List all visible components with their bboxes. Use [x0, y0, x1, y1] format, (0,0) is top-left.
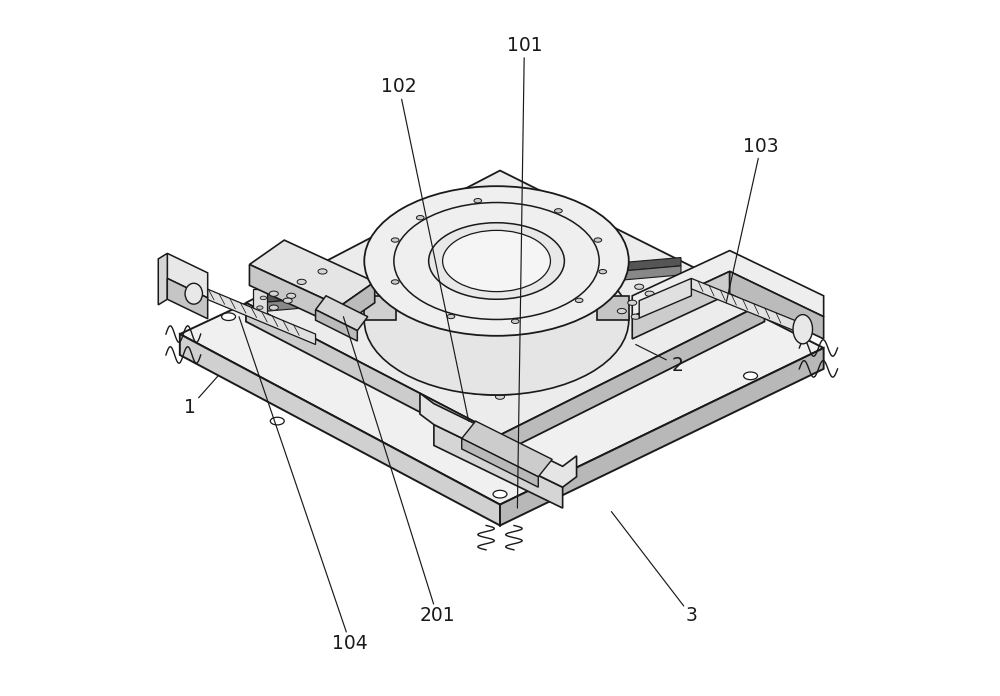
Polygon shape	[167, 253, 208, 298]
Ellipse shape	[416, 216, 424, 220]
Ellipse shape	[364, 187, 629, 336]
Text: 104: 104	[332, 634, 368, 654]
Polygon shape	[249, 240, 375, 306]
Polygon shape	[597, 296, 629, 320]
Ellipse shape	[744, 372, 758, 379]
Polygon shape	[316, 310, 357, 341]
Polygon shape	[246, 303, 500, 454]
Polygon shape	[180, 334, 500, 525]
Text: 3: 3	[685, 606, 697, 626]
Ellipse shape	[555, 209, 562, 213]
Ellipse shape	[297, 279, 306, 285]
Polygon shape	[462, 421, 552, 477]
Ellipse shape	[493, 490, 507, 498]
Polygon shape	[639, 278, 691, 318]
Ellipse shape	[793, 315, 813, 344]
Ellipse shape	[270, 418, 284, 425]
Polygon shape	[167, 278, 208, 319]
Ellipse shape	[269, 305, 278, 310]
Text: 103: 103	[743, 136, 779, 156]
Polygon shape	[253, 289, 267, 317]
Polygon shape	[632, 251, 824, 317]
Ellipse shape	[364, 246, 629, 395]
Ellipse shape	[260, 296, 266, 300]
Ellipse shape	[631, 314, 640, 319]
Polygon shape	[260, 266, 681, 312]
Polygon shape	[249, 264, 340, 327]
Ellipse shape	[537, 377, 546, 382]
Ellipse shape	[575, 298, 583, 303]
Ellipse shape	[628, 300, 637, 306]
Text: 101: 101	[507, 35, 542, 55]
Ellipse shape	[185, 283, 202, 304]
Ellipse shape	[474, 198, 482, 203]
Polygon shape	[364, 296, 396, 320]
Ellipse shape	[635, 284, 644, 290]
Ellipse shape	[511, 319, 519, 324]
Polygon shape	[500, 348, 824, 525]
Ellipse shape	[541, 363, 550, 368]
Ellipse shape	[506, 366, 515, 372]
Text: 2: 2	[672, 356, 683, 375]
Text: 102: 102	[381, 77, 417, 97]
Ellipse shape	[429, 223, 564, 299]
Ellipse shape	[617, 308, 626, 314]
Ellipse shape	[222, 313, 236, 320]
Ellipse shape	[447, 366, 456, 372]
Ellipse shape	[443, 230, 550, 292]
Ellipse shape	[594, 238, 602, 242]
Ellipse shape	[454, 377, 463, 382]
Polygon shape	[462, 438, 538, 487]
Polygon shape	[180, 184, 824, 505]
Ellipse shape	[391, 238, 399, 242]
Polygon shape	[190, 282, 316, 345]
Text: 201: 201	[420, 606, 455, 626]
Ellipse shape	[396, 280, 597, 395]
Polygon shape	[260, 258, 681, 303]
Polygon shape	[396, 285, 423, 341]
Polygon shape	[500, 303, 764, 454]
Polygon shape	[158, 253, 167, 305]
Polygon shape	[246, 171, 764, 435]
Ellipse shape	[287, 293, 296, 299]
Text: 1: 1	[184, 397, 196, 417]
Ellipse shape	[447, 315, 455, 319]
Ellipse shape	[391, 280, 399, 284]
Ellipse shape	[485, 366, 494, 372]
Ellipse shape	[495, 394, 505, 400]
Ellipse shape	[257, 306, 263, 309]
Polygon shape	[340, 282, 375, 327]
Polygon shape	[316, 296, 368, 331]
Polygon shape	[632, 271, 730, 339]
Polygon shape	[691, 278, 803, 334]
Polygon shape	[434, 425, 563, 508]
Ellipse shape	[645, 291, 654, 296]
Polygon shape	[420, 393, 577, 487]
Ellipse shape	[283, 298, 292, 303]
Ellipse shape	[318, 269, 327, 274]
Polygon shape	[730, 271, 824, 339]
Ellipse shape	[269, 291, 278, 296]
Ellipse shape	[599, 269, 607, 274]
Polygon shape	[570, 285, 597, 341]
